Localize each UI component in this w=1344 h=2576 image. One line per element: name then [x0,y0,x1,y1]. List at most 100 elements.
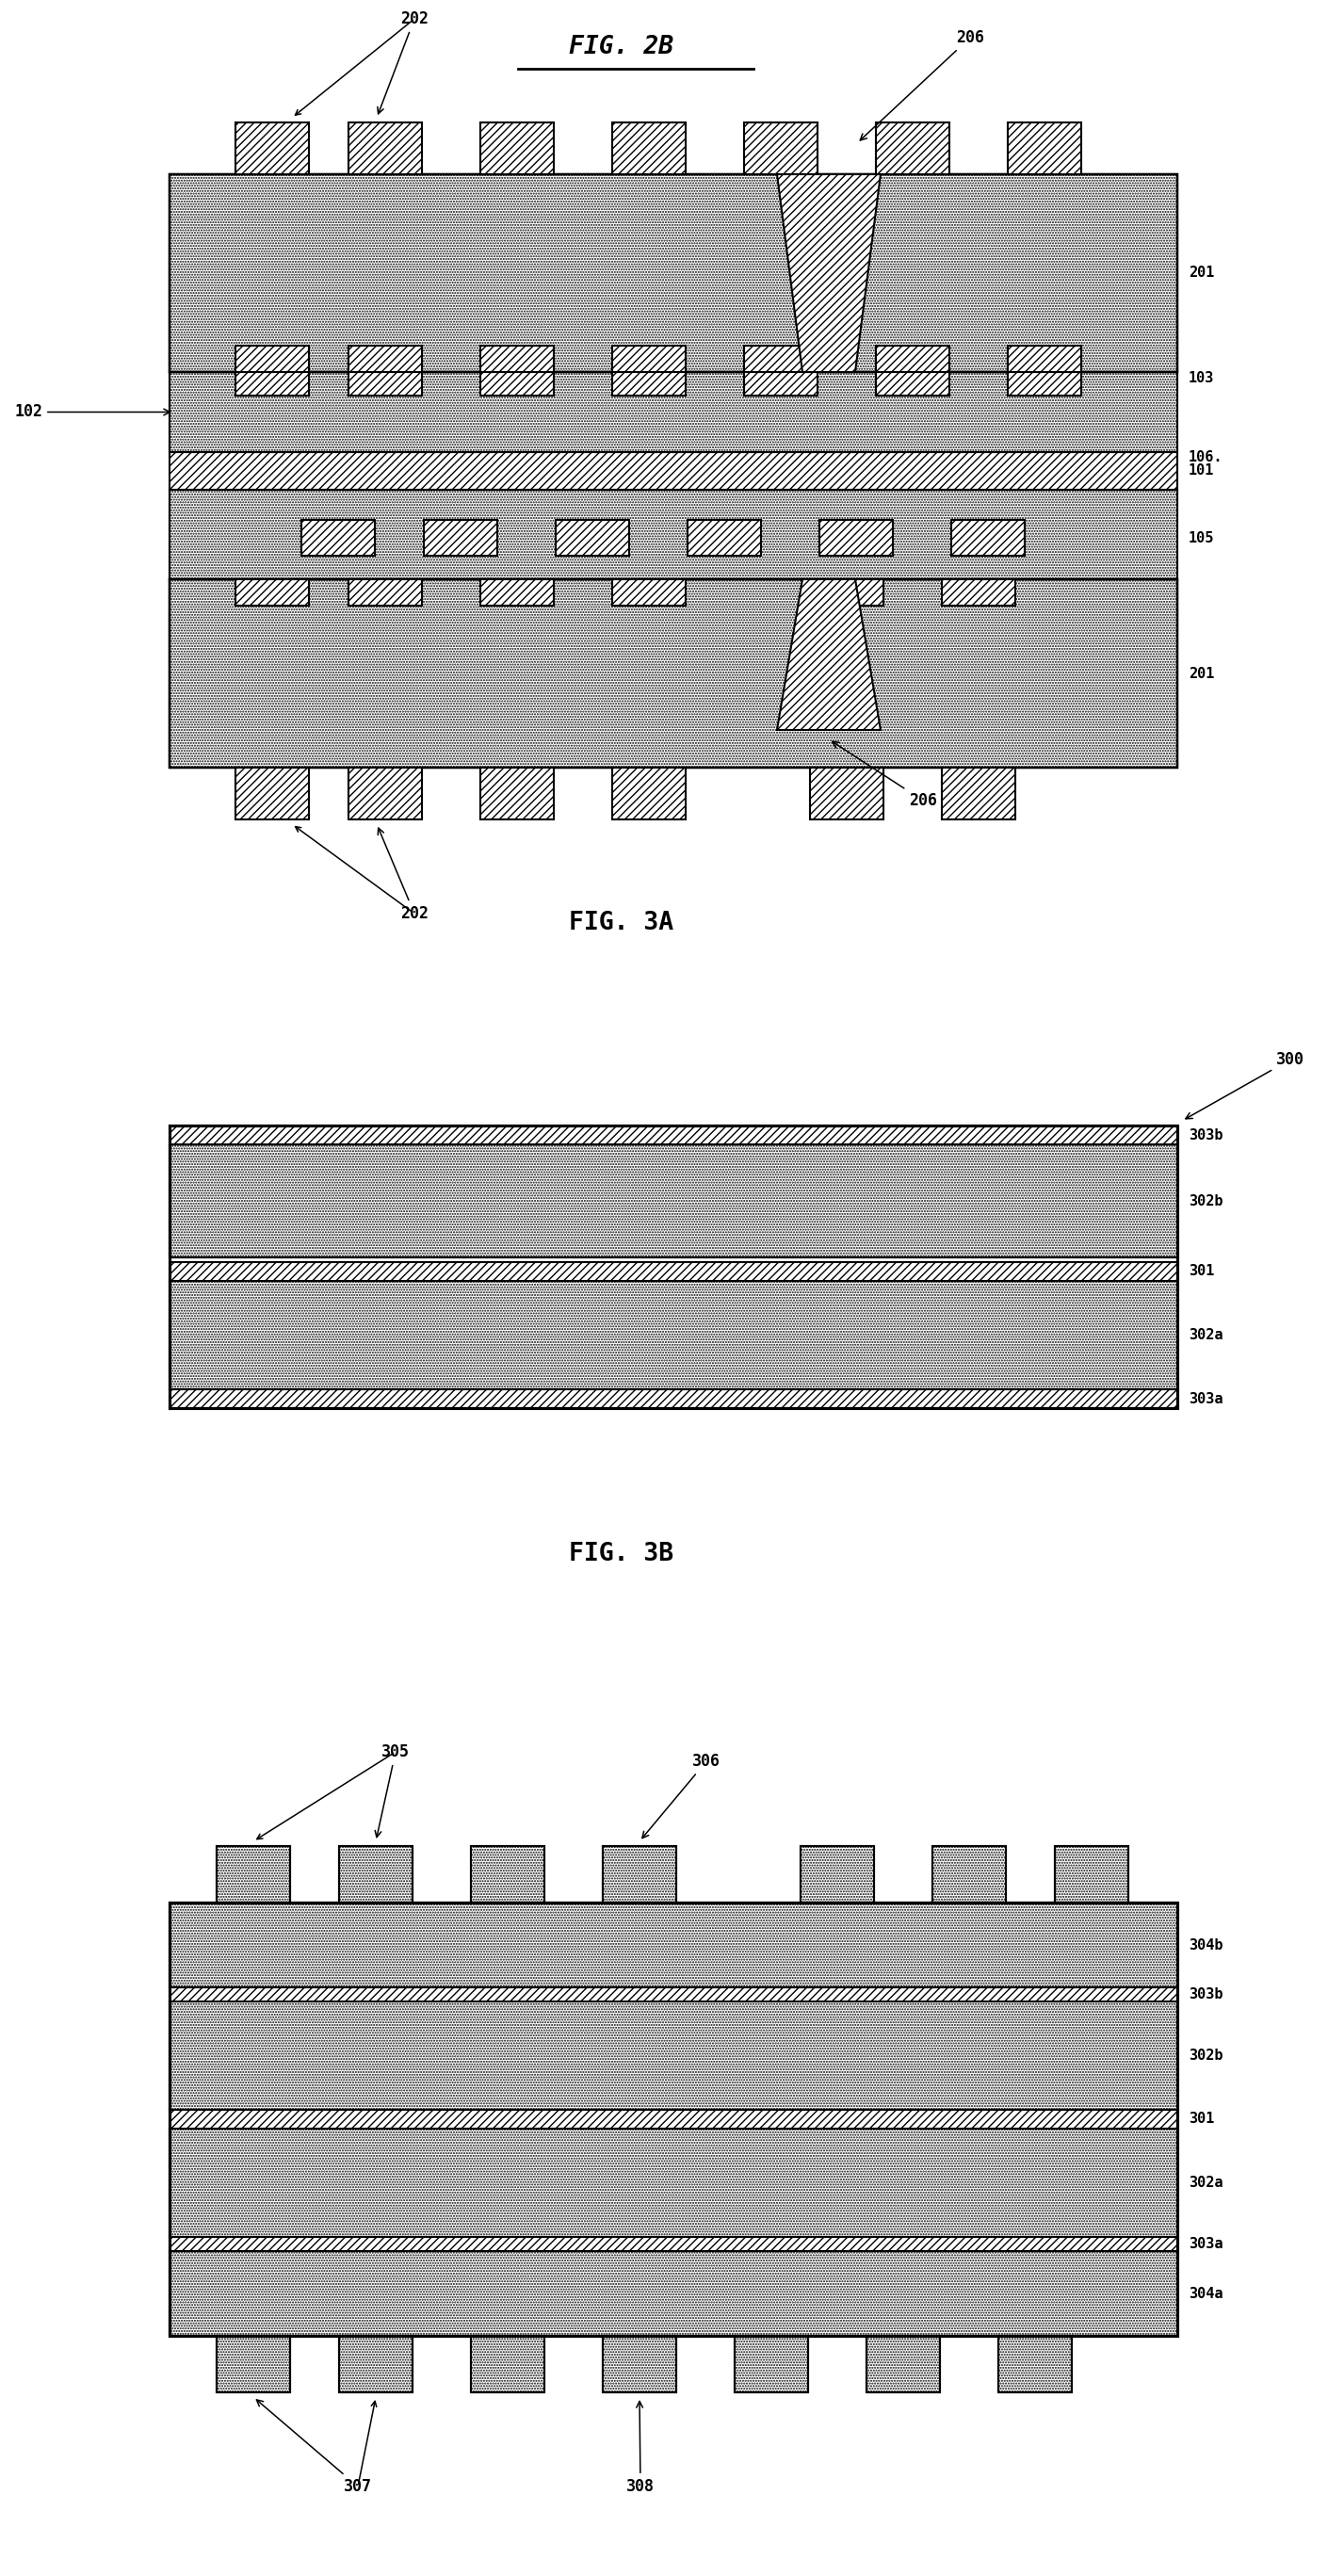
Bar [169,1904,1177,2336]
Bar [169,2128,1177,2236]
Bar [933,1847,1005,1904]
Bar [933,1847,1005,1904]
Bar [169,1280,1177,1388]
Bar [169,2251,1177,2336]
Bar [480,124,554,175]
Bar [876,124,949,175]
Bar [1055,1847,1129,1904]
Bar [169,175,1177,371]
Text: 303a: 303a [1188,1391,1223,1406]
Bar [999,2336,1071,2393]
Bar [169,1126,1177,1409]
Text: 303a: 303a [1188,2236,1223,2251]
Text: 201: 201 [1188,265,1215,281]
Bar [235,124,309,175]
Text: 302b: 302b [1188,1193,1223,1208]
Bar [169,2236,1177,2251]
Bar [470,2336,544,2393]
Bar [169,1126,1177,1144]
Text: 106.: 106. [1188,451,1223,464]
Bar [169,2002,1177,2110]
Bar [810,580,883,605]
Text: FIG. 2B: FIG. 2B [570,36,673,59]
Bar [1008,124,1081,175]
Bar [216,2336,290,2393]
Bar [169,371,1177,453]
Text: 101: 101 [1188,464,1215,479]
Bar [339,1847,413,1904]
Text: 303b: 303b [1188,1128,1223,1141]
Bar [339,2336,413,2393]
Bar [216,2336,290,2393]
Bar [602,1847,676,1904]
Bar [169,1986,1177,2002]
Bar [745,345,817,371]
Text: 302b: 302b [1188,2048,1223,2063]
Bar [999,2336,1071,2393]
Text: 308: 308 [626,2401,655,2496]
Bar [480,345,554,371]
Text: 307: 307 [257,2401,372,2496]
Bar [169,175,1177,371]
Bar [169,1904,1177,1986]
Bar [867,2336,939,2393]
Bar [735,2336,808,2393]
Bar [216,1847,290,1904]
Bar [613,345,685,371]
Text: 304a: 304a [1188,2287,1223,2300]
Bar [216,1847,290,1904]
Bar [480,580,554,605]
Bar [235,580,309,605]
Bar [169,489,1177,580]
Text: 201: 201 [1188,667,1215,680]
Text: 304b: 304b [1188,1937,1223,1953]
Bar [169,2251,1177,2336]
Bar [339,1847,413,1904]
Bar [169,1262,1177,1280]
Bar [470,1847,544,1904]
Text: 302a: 302a [1188,2177,1223,2190]
Bar [745,361,817,397]
Bar [942,580,1015,605]
Text: 103: 103 [1188,371,1215,384]
Bar [348,580,422,605]
Bar [1008,361,1081,397]
Bar [169,1280,1177,1388]
Bar [876,345,949,371]
Bar [423,520,497,556]
Bar [952,520,1024,556]
Bar [745,124,817,175]
Bar [169,489,1177,580]
Text: 300: 300 [1185,1051,1305,1118]
Bar [169,580,1177,768]
Bar [470,1847,544,1904]
Bar [348,768,422,819]
Text: 306: 306 [642,1752,720,1839]
Text: 301: 301 [1188,2112,1215,2125]
Bar [555,520,629,556]
Bar [876,361,949,397]
Text: 206: 206 [832,742,937,809]
Bar [301,520,375,556]
Bar [235,345,309,371]
Text: FIG. 3B: FIG. 3B [570,1543,673,1566]
Text: 302a: 302a [1188,1329,1223,1342]
Bar [235,361,309,397]
Bar [169,371,1177,453]
Text: 303b: 303b [1188,1986,1223,2002]
Bar [169,1388,1177,1409]
Bar [613,361,685,397]
Bar [801,1847,874,1904]
Bar [1055,1847,1129,1904]
Text: 102: 102 [15,404,169,420]
Text: 305: 305 [375,1744,410,1837]
Bar [613,124,685,175]
Text: 202: 202 [378,827,429,922]
Bar [820,520,892,556]
Bar [348,345,422,371]
Bar [613,580,685,605]
Bar [801,1847,874,1904]
Bar [613,768,685,819]
Bar [235,768,309,819]
Polygon shape [777,175,880,371]
